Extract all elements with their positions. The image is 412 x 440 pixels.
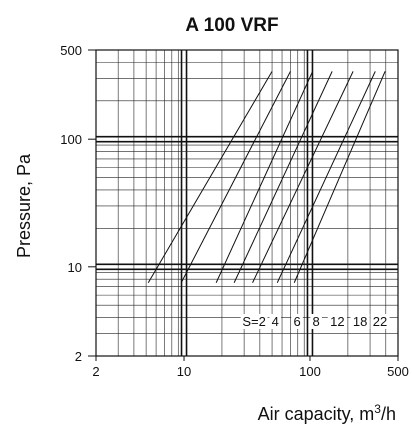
y-tick-labels: 2 10 100 500: [60, 43, 96, 364]
s-label-bg: [269, 313, 282, 329]
x-axis-label-suffix: /h: [381, 404, 396, 424]
series-line-s12: [252, 71, 354, 283]
series-line-s18: [276, 71, 376, 283]
y-tick-label: 500: [60, 43, 82, 58]
s-label-bg: [327, 313, 347, 329]
s-label-bg: [370, 313, 390, 329]
s-label-bg: [350, 313, 370, 329]
s-label-bg: [291, 313, 303, 329]
x-tick-label: 100: [299, 364, 321, 379]
x-tick-label: 10: [177, 364, 191, 379]
s-label: 22: [373, 314, 387, 329]
x-tick-label: 500: [387, 364, 409, 379]
s-label: 12: [330, 314, 344, 329]
series-line-s2: [147, 71, 273, 284]
s-labels: S=2 4 6 8 12 18 22: [240, 313, 390, 329]
s-label-bg: [310, 313, 322, 329]
s-label: S=2: [242, 314, 266, 329]
s-label: 18: [353, 314, 367, 329]
s-label: 6: [293, 314, 300, 329]
x-axis-label-sup: 3: [374, 402, 381, 416]
y-tick-label: 10: [68, 260, 82, 275]
series-line-s4: [180, 71, 291, 283]
series-line-s22: [293, 71, 386, 283]
plot-frame: [95, 49, 399, 357]
s-label: 4: [272, 314, 279, 329]
x-tick-label: 2: [92, 364, 99, 379]
series-line-s8: [233, 71, 333, 283]
y-tick-label: 2: [75, 349, 82, 364]
s-label-bg: [240, 313, 268, 329]
series-line-s6: [215, 71, 314, 283]
series-group: [147, 71, 386, 284]
x-axis-label: Air capacity, m3/h: [258, 402, 396, 424]
x-axis-label-main: Air capacity, m: [258, 404, 375, 424]
y-axis-label: Pressure, Pa: [14, 153, 34, 258]
chart-title: A 100 VRF: [185, 15, 278, 36]
y-tick-label: 100: [60, 132, 82, 147]
grid: [95, 49, 399, 357]
s-label: 8: [313, 314, 320, 329]
x-tick-labels: 2 10 100 500: [92, 356, 409, 379]
